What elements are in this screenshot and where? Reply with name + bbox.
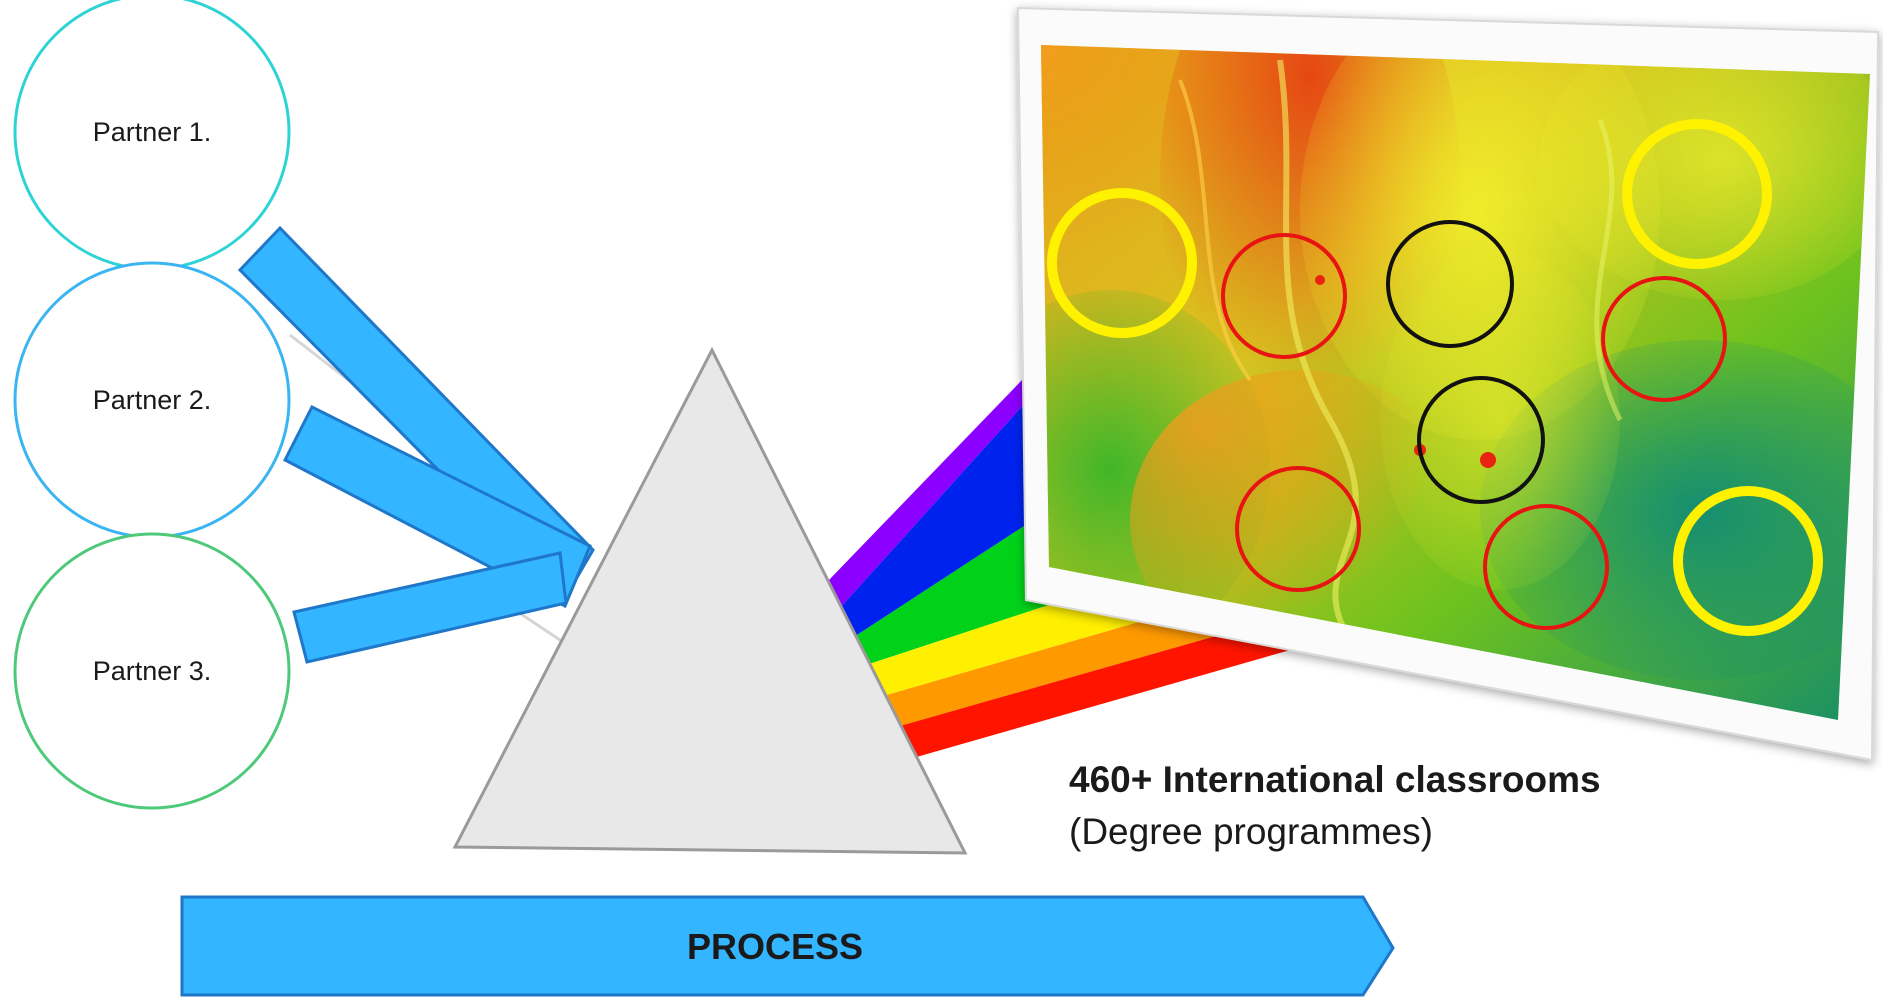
classrooms-subtitle: (Degree programmes) <box>1069 811 1433 852</box>
partner-2-label: Partner 2. <box>92 385 212 415</box>
yellow-marker-circle <box>1047 188 1197 338</box>
prism <box>452 346 968 855</box>
black-marker-circle <box>1386 220 1514 348</box>
partner-3-arrow <box>292 551 568 664</box>
red-marker-circle <box>1221 233 1347 359</box>
red-marker-circle <box>1601 276 1727 402</box>
spectrum-band-red <box>893 632 1290 760</box>
classroom-picture <box>1016 6 1880 762</box>
spectrum-band-orange <box>880 610 1230 728</box>
red-marker-circle <box>1483 504 1609 630</box>
process-arrow <box>180 895 1395 997</box>
yellow-marker-circle <box>1622 119 1772 269</box>
partner-1-label: Partner 1. <box>92 117 212 147</box>
black-marker-circle <box>1417 376 1545 504</box>
yellow-marker-circle <box>1673 486 1823 636</box>
process-label: PROCESS <box>686 926 864 967</box>
classrooms-title: 460+ International classrooms <box>1069 759 1601 800</box>
red-marker-circle <box>1235 466 1361 592</box>
partner-3-circle[interactable] <box>13 532 291 810</box>
partner-3-label: Partner 3. <box>92 656 212 686</box>
partner-2-arrow <box>282 404 592 609</box>
